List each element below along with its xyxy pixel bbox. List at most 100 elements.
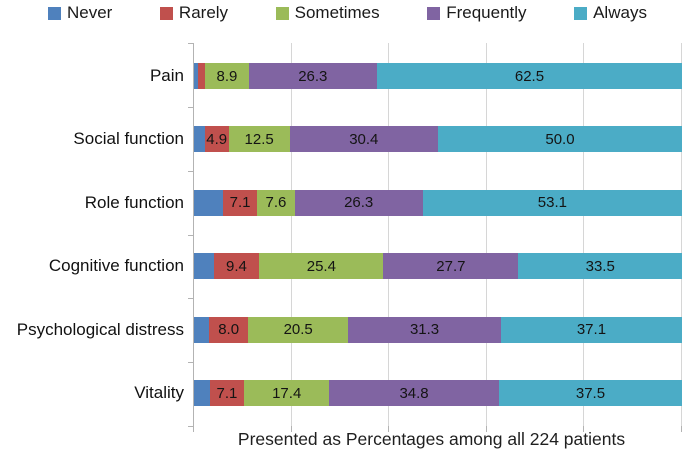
bar-segment-rarely — [198, 63, 206, 89]
bar-segment-frequently: 31.3 — [348, 316, 501, 343]
category-label-role-function: Role function — [84, 192, 184, 212]
bar-segment-always: 50.0 — [437, 126, 682, 153]
legend-item-sometimes: Sometimes — [275, 2, 380, 24]
legend-item-rarely: Rarely — [159, 2, 229, 24]
bar-row-pain: 8.9 26.3 62.5 — [194, 63, 682, 89]
bar-segment-rarely: 8.0 — [209, 316, 249, 343]
bar-segment-never — [194, 126, 205, 153]
bar-segment-sometimes: 25.4 — [259, 253, 384, 280]
segment-value-label: 7.6 — [265, 194, 287, 212]
y-axis-tick — [188, 106, 194, 108]
bar-segment-never — [194, 380, 210, 406]
legend-item-always: Always — [574, 2, 647, 24]
segment-value-label: 53.1 — [537, 194, 567, 212]
segment-value-label: 62.5 — [514, 67, 545, 85]
bar-segment-frequently: 26.3 — [294, 189, 423, 216]
segment-value-label: 8.9 — [216, 67, 238, 85]
legend-swatch-sometimes-icon — [275, 6, 289, 20]
legend-swatch-always-icon — [574, 6, 588, 20]
bar-row-vitality: 7.1 17.4 34.8 37.5 — [194, 380, 682, 406]
legend-item-never: Never — [48, 2, 112, 24]
legend-label: Sometimes — [294, 3, 380, 22]
segment-value-label: 37.5 — [575, 384, 606, 402]
chart-caption: Presented as Percentages among all 224 p… — [237, 429, 626, 449]
bar-row-role-function: 7.1 7.6 26.3 53.1 — [194, 189, 682, 216]
segment-value-label: 25.4 — [306, 257, 336, 275]
legend-item-frequently: Frequently — [427, 2, 527, 24]
y-axis-tick — [188, 362, 194, 364]
bar-segment-never — [194, 316, 210, 343]
segment-value-label: 4.9 — [206, 130, 228, 148]
bar-segment-frequently: 27.7 — [383, 253, 519, 280]
x-axis-tick — [485, 426, 487, 432]
segment-value-label: 33.5 — [585, 257, 615, 275]
bar-segment-never — [194, 253, 214, 280]
gridline-100pct — [681, 43, 682, 426]
segment-value-label: 30.4 — [349, 130, 379, 148]
segment-value-label: 26.3 — [344, 194, 374, 212]
bar-segment-rarely: 7.1 — [222, 189, 258, 216]
legend-label: Never — [67, 3, 113, 22]
bar-row-social-function: 4.9 12.5 30.4 50.0 — [194, 126, 682, 153]
y-axis-tick — [188, 43, 194, 44]
bar-segment-sometimes: 17.4 — [244, 380, 330, 406]
category-label-cognitive-function: Cognitive function — [48, 256, 184, 276]
segment-value-label: 9.4 — [226, 257, 247, 275]
gridline-80pct — [583, 43, 585, 426]
bar-segment-always: 37.1 — [500, 316, 682, 343]
gridline-40pct — [388, 43, 390, 426]
category-label-vitality: Vitality — [134, 383, 184, 402]
bar-segment-frequently: 30.4 — [289, 126, 438, 153]
segment-value-label: 17.4 — [272, 384, 302, 402]
x-axis-tick — [290, 426, 292, 432]
segment-value-label: 12.5 — [244, 130, 274, 148]
category-label-pain: Pain — [149, 66, 184, 85]
bar-segment-always: 37.5 — [498, 380, 682, 406]
bar-segment-rarely: 9.4 — [213, 253, 260, 280]
segment-value-label: 34.8 — [399, 384, 429, 402]
segment-value-label: 20.5 — [283, 321, 313, 339]
bar-segment-sometimes: 8.9 — [205, 63, 249, 89]
bar-row-cognitive-function: 9.4 25.4 27.7 33.5 — [194, 253, 682, 280]
legend-label: Rarely — [178, 3, 229, 22]
gridline-60pct — [485, 43, 487, 426]
segment-value-label: 37.1 — [576, 321, 607, 339]
legend-swatch-never-icon — [48, 6, 61, 20]
segment-value-label: 7.1 — [216, 384, 238, 402]
segment-value-label: 50.0 — [545, 130, 575, 148]
y-axis-tick — [188, 234, 194, 236]
y-axis-tick — [188, 298, 194, 300]
segment-value-label: 7.1 — [229, 194, 251, 212]
x-axis-tick — [583, 426, 585, 432]
category-label-social-function: Social function — [73, 129, 184, 149]
bar-segment-never — [194, 189, 223, 216]
legend-swatch-rarely-icon — [159, 6, 173, 20]
category-label-psychological-distress: Psychological distress — [16, 319, 184, 339]
segment-value-label: 31.3 — [409, 321, 440, 339]
bar-segment-sometimes: 20.5 — [248, 316, 349, 343]
bar-segment-always: 62.5 — [376, 63, 682, 89]
x-axis-tick — [681, 426, 682, 432]
plot-area: 8.9 26.3 62.5 4.9 12.5 30.4 50.0 7.1 7.6 26.3 53.1… — [188, 43, 682, 432]
legend-swatch-frequently-icon — [427, 6, 441, 20]
chart-legend: Never Rarely Sometimes Frequently Always — [48, 2, 647, 24]
x-axis-tick — [388, 426, 390, 432]
bar-segment-frequently: 26.3 — [248, 63, 377, 89]
bar-segment-sometimes: 7.6 — [257, 189, 295, 216]
bar-row-psychological-distress: 8.0 20.5 31.3 37.1 — [194, 316, 682, 343]
y-axis-tick — [188, 426, 194, 427]
bar-segment-rarely: 4.9 — [204, 126, 229, 153]
segment-value-label: 26.3 — [298, 67, 328, 85]
gridline-20pct — [290, 43, 292, 426]
bar-segment-never — [194, 63, 199, 89]
x-axis-tick — [193, 426, 194, 432]
segment-value-label: 8.0 — [218, 321, 240, 339]
legend-label: Always — [593, 3, 647, 22]
segment-value-label: 27.7 — [436, 257, 466, 275]
bar-segment-always: 33.5 — [518, 253, 682, 280]
bar-segment-rarely: 7.1 — [209, 380, 245, 406]
bar-segment-always: 53.1 — [422, 189, 682, 216]
bar-segment-frequently: 34.8 — [329, 380, 499, 406]
y-axis-tick — [188, 170, 194, 172]
